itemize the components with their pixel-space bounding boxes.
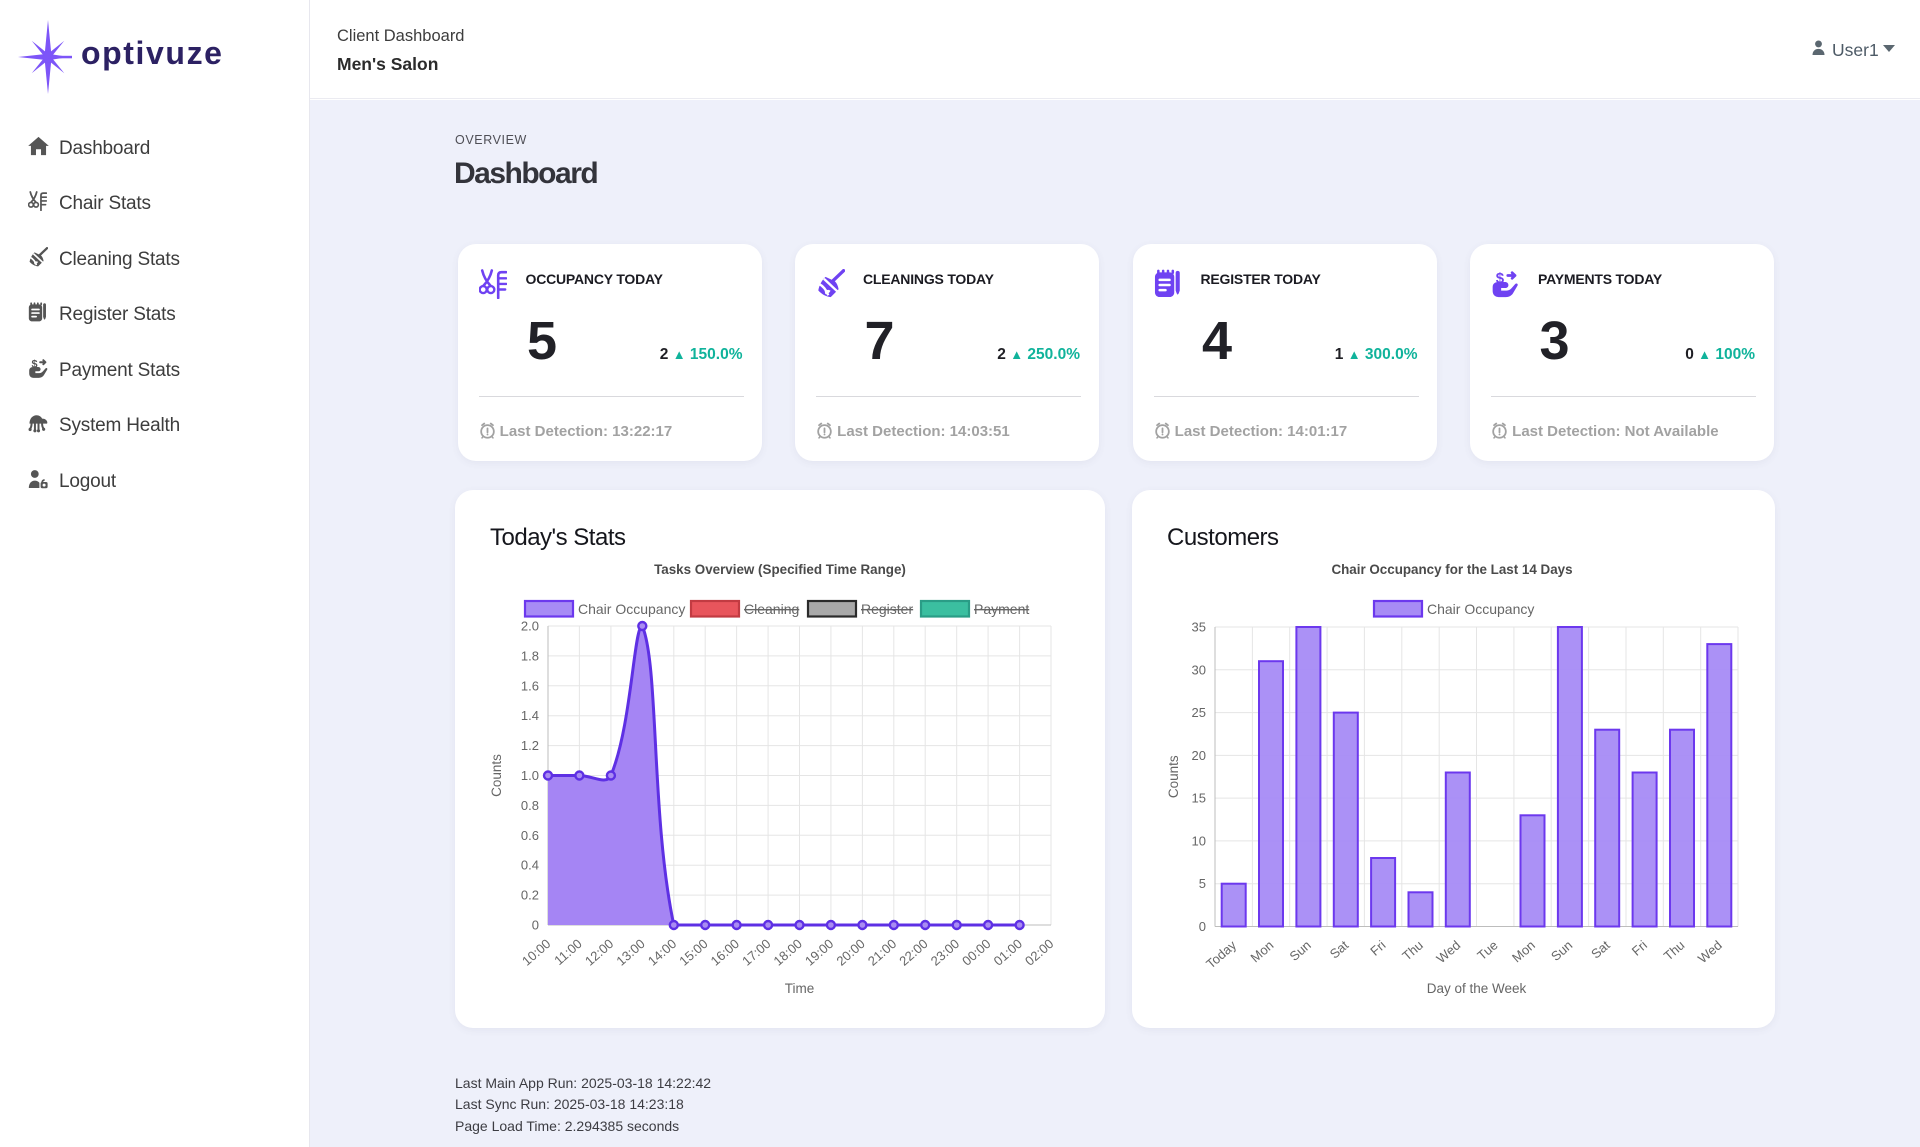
svg-text:14:00: 14:00 — [645, 936, 679, 969]
svg-text:$: $ — [31, 358, 37, 370]
svg-text:20:00: 20:00 — [833, 936, 867, 969]
svg-text:Fri: Fri — [1629, 937, 1650, 958]
svg-text:13:00: 13:00 — [613, 936, 647, 969]
svg-text:0.2: 0.2 — [521, 888, 539, 903]
svg-text:0.4: 0.4 — [521, 858, 539, 873]
svg-text:Today: Today — [1203, 937, 1239, 971]
svg-text:Tue: Tue — [1474, 937, 1500, 963]
svg-text:Counts: Counts — [489, 754, 504, 797]
svg-text:0: 0 — [532, 918, 539, 933]
svg-text:18:00: 18:00 — [771, 936, 805, 969]
svg-text:10:00: 10:00 — [519, 936, 553, 969]
svg-text:Chair Occupancy for the Last 1: Chair Occupancy for the Last 14 Days — [1331, 562, 1572, 577]
svg-text:Day of the Week: Day of the Week — [1427, 981, 1527, 996]
svg-text:1.0: 1.0 — [521, 768, 539, 783]
svg-text:25: 25 — [1192, 705, 1206, 720]
svg-text:30: 30 — [1192, 662, 1206, 677]
svg-text:0: 0 — [1199, 919, 1206, 934]
svg-text:1.2: 1.2 — [521, 738, 539, 753]
svg-text:17:00: 17:00 — [739, 936, 773, 969]
svg-text:22:00: 22:00 — [896, 936, 930, 969]
svg-text:00:00: 00:00 — [959, 936, 993, 969]
svg-text:23:00: 23:00 — [928, 936, 962, 969]
svg-text:Counts: Counts — [1166, 755, 1181, 798]
svg-text:19:00: 19:00 — [802, 936, 836, 969]
svg-text:12:00: 12:00 — [582, 936, 616, 969]
svg-text:Sat: Sat — [1327, 937, 1352, 961]
svg-text:Wed: Wed — [1695, 937, 1725, 966]
svg-text:Chair Occupancy: Chair Occupancy — [578, 601, 685, 617]
svg-text:Tasks Overview (Specified Time: Tasks Overview (Specified Time Range) — [654, 562, 906, 577]
svg-text:Sun: Sun — [1287, 937, 1314, 964]
svg-text:Fri: Fri — [1367, 937, 1388, 958]
svg-text:1.6: 1.6 — [521, 678, 539, 693]
svg-text:2.0: 2.0 — [521, 619, 539, 634]
svg-text:Sun: Sun — [1548, 937, 1575, 964]
svg-text:Thu: Thu — [1399, 937, 1426, 963]
svg-text:Register: Register — [861, 601, 913, 617]
svg-text:Mon: Mon — [1248, 937, 1277, 965]
svg-text:Sat: Sat — [1588, 937, 1613, 961]
svg-text:1.4: 1.4 — [521, 708, 539, 723]
svg-text:Mon: Mon — [1509, 937, 1538, 965]
svg-text:10: 10 — [1192, 833, 1206, 848]
svg-text:21:00: 21:00 — [865, 936, 899, 969]
svg-text:0.8: 0.8 — [521, 798, 539, 813]
svg-text:Time: Time — [785, 981, 815, 996]
svg-text:15: 15 — [1192, 791, 1206, 806]
svg-text:Wed: Wed — [1433, 937, 1463, 966]
svg-text:Payment: Payment — [974, 601, 1029, 617]
svg-text:0.6: 0.6 — [521, 828, 539, 843]
svg-text:5: 5 — [1199, 876, 1206, 891]
svg-text:02:00: 02:00 — [1022, 936, 1056, 969]
svg-text:1.8: 1.8 — [521, 648, 539, 663]
svg-text:Cleaning: Cleaning — [744, 601, 799, 617]
svg-text:16:00: 16:00 — [708, 936, 742, 969]
svg-text:35: 35 — [1192, 620, 1206, 635]
svg-text:Chair Occupancy: Chair Occupancy — [1427, 601, 1534, 617]
svg-text:Thu: Thu — [1661, 937, 1688, 963]
svg-text:20: 20 — [1192, 748, 1206, 763]
svg-text:11:00: 11:00 — [551, 936, 585, 968]
svg-text:15:00: 15:00 — [676, 936, 710, 969]
svg-text:$: $ — [1496, 270, 1505, 287]
svg-text:01:00: 01:00 — [991, 936, 1025, 969]
